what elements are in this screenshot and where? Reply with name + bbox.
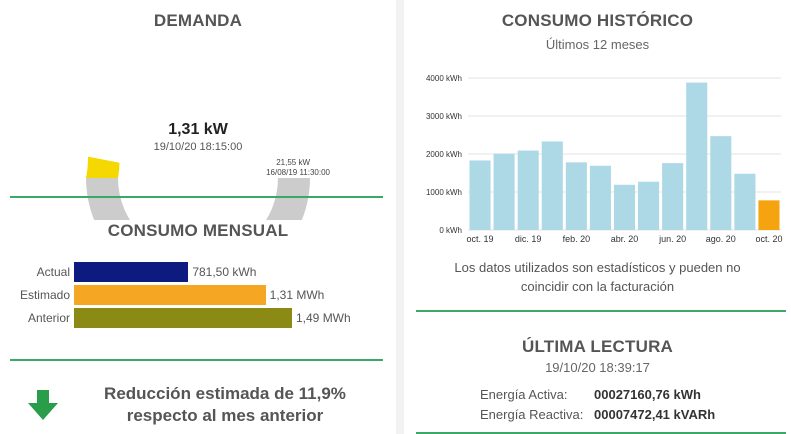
x-tick-label: jun. 20 [658, 234, 686, 244]
monthly-bar-value: 1,49 MWh [296, 311, 351, 325]
chart-bar [589, 165, 611, 230]
monthly-bar-label: Anterior [27, 311, 70, 325]
chart-bar [758, 200, 780, 230]
x-tick-label: feb. 20 [563, 234, 591, 244]
x-tick-label: abr. 20 [611, 234, 639, 244]
monthly-bar-value: 1,31 MWh [269, 288, 325, 302]
gauge-fill [86, 156, 120, 178]
reactiva-value: 00007472,41 kVARh [594, 407, 716, 422]
panel-divider [396, 0, 404, 434]
chart-bar [541, 141, 563, 230]
right-panel: CONSUMO HISTÓRICO Últimos 12 meses 0 kWh… [404, 0, 791, 434]
x-tick-label: dic. 19 [515, 234, 542, 244]
section-divider [10, 196, 383, 198]
note-line-1: Los datos utilizados son estadísticos y … [454, 260, 741, 275]
monthly-bar-label: Estimado [19, 288, 70, 302]
section-divider [416, 432, 786, 434]
y-tick-label: 2000 kWh [426, 150, 462, 159]
chart-bar [613, 184, 636, 230]
chart-bar [686, 82, 708, 230]
reduccion-text: Reducción estimada de 11,9% respecto al … [80, 383, 370, 427]
chart-bar [565, 162, 587, 230]
chart-bar [469, 160, 491, 230]
gauge-current-time: 19/10/20 18:15:00 [153, 141, 243, 153]
chart-bar [734, 173, 756, 230]
reactiva-label: Energía Reactiva: [480, 407, 584, 422]
reduccion-line-1: Reducción estimada de 11,9% [104, 384, 346, 403]
x-tick-label: oct. 19 [467, 234, 494, 244]
y-tick-label: 4000 kWh [426, 74, 462, 83]
monthly-bar [74, 308, 292, 328]
chart-bar [710, 136, 732, 230]
gauge-track [86, 178, 310, 220]
arrow-down-icon [28, 390, 58, 420]
left-panel: DEMANDA 1,31 kW 19/10/20 18:15:00 21,55 … [10, 11, 383, 427]
monthly-bar [74, 262, 189, 282]
historico-subtitle: Últimos 12 meses [545, 37, 650, 52]
section-divider [10, 359, 383, 361]
chart-bar [493, 153, 515, 230]
gauge-max-value: 21,55 kW [276, 158, 310, 167]
y-tick-label: 0 kWh [439, 226, 462, 235]
consumo-mensual-title: CONSUMO MENSUAL [107, 221, 289, 240]
historic-chart: 0 kWh 1000 kWh 2000 kWh 3000 kWh 4000 kWh oct… [426, 74, 783, 244]
historico-title: CONSUMO HISTÓRICO [501, 11, 694, 30]
x-tick-label: ago. 20 [706, 234, 736, 244]
note-line-2: coincidir con la facturación [520, 279, 675, 294]
demand-gauge [86, 156, 310, 220]
y-tick-label: 3000 kWh [426, 112, 462, 121]
gauge-max-time: 16/08/19 11:30:00 [266, 168, 330, 177]
ultima-lectura-datetime: 19/10/20 18:39:17 [545, 360, 650, 375]
historico-note: Los datos utilizados son estadísticos y … [404, 258, 791, 296]
chart-bar [662, 163, 684, 230]
section-divider [416, 310, 786, 312]
y-tick-label: 1000 kWh [426, 188, 462, 197]
monthly-bar-label: Actual [36, 265, 70, 279]
monthly-bar-value: 781,50 kWh [192, 265, 257, 279]
chart-bar [638, 181, 660, 230]
demanda-title: DEMANDA [153, 11, 243, 30]
activa-label: Energía Activa: [480, 387, 568, 402]
activa-value: 00027160,76 kWh [594, 387, 701, 402]
monthly-bar [74, 285, 266, 305]
reduccion-line-2: respecto al mes anterior [126, 406, 324, 425]
chart-bar [517, 150, 539, 230]
gauge-current-value: 1,31 kW [168, 121, 228, 138]
ultima-lectura-title: ÚLTIMA LECTURA [521, 337, 674, 356]
x-tick-label: oct. 20 [755, 234, 782, 244]
